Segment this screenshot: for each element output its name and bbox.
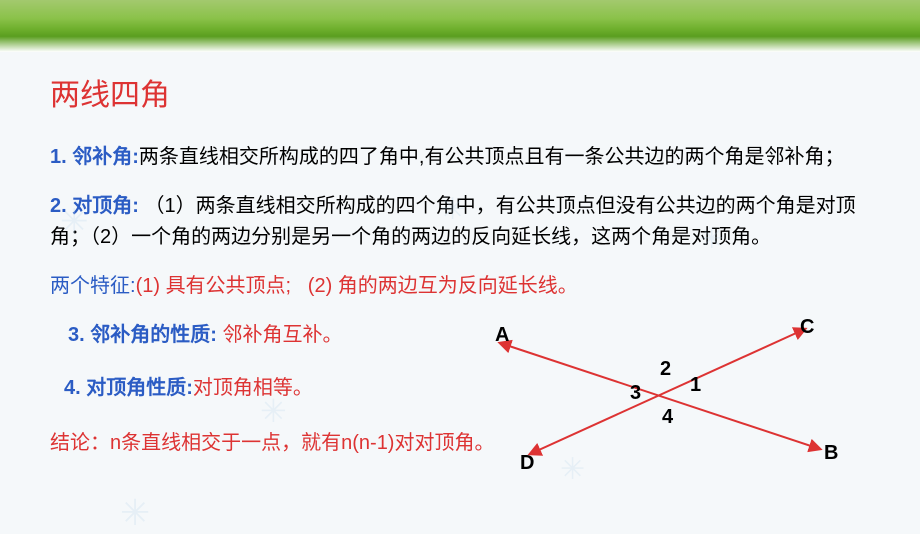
item-2: 2. 对顶角: （1）两条直线相交所构成的四个角中，有公共顶点但没有公共边的两个…	[50, 191, 870, 253]
slide-content: ✳✳✳✳✳✳ 两线四角 1. 邻补角:两条直线相交所构成的四了角中,有公共顶点且…	[0, 52, 920, 455]
header-gradient	[0, 0, 920, 52]
item-2-text: （1）两条直线相交所构成的四个角中，有公共顶点但没有公共边的两个角是对顶角；（2…	[50, 195, 856, 248]
feat-head: 两个特征:	[50, 275, 136, 297]
item-1-num: 1.	[50, 146, 67, 168]
item-2-key: 对顶角:	[72, 195, 139, 217]
item-4-text: 对顶角相等。	[193, 377, 313, 399]
feat-p2: (2) 角的两边互为反向延长线。	[308, 275, 578, 297]
item-3-key: 邻补角的性质:	[90, 324, 217, 346]
item-4-key: 对顶角性质:	[86, 377, 193, 399]
item-1-key: 邻补角:	[72, 146, 139, 168]
item-4-num: 4.	[64, 377, 81, 399]
item-3-num: 3.	[68, 324, 85, 346]
angle-diagram: ABCD1234	[490, 324, 840, 474]
item-1-text: 两条直线相交所构成的四了角中,有公共顶点且有一条公共边的两个角是邻补角；	[139, 146, 845, 168]
item-2-num: 2.	[50, 195, 67, 217]
feat-p1: (1) 具有公共顶点;	[136, 275, 292, 297]
features: 两个特征:(1) 具有公共顶点; (2) 角的两边互为反向延长线。	[50, 271, 870, 302]
slide-title: 两线四角	[50, 70, 870, 114]
item-3-text: 邻补角互补。	[222, 324, 342, 346]
item-1: 1. 邻补角:两条直线相交所构成的四了角中,有公共顶点且有一条公共边的两个角是邻…	[50, 142, 870, 173]
